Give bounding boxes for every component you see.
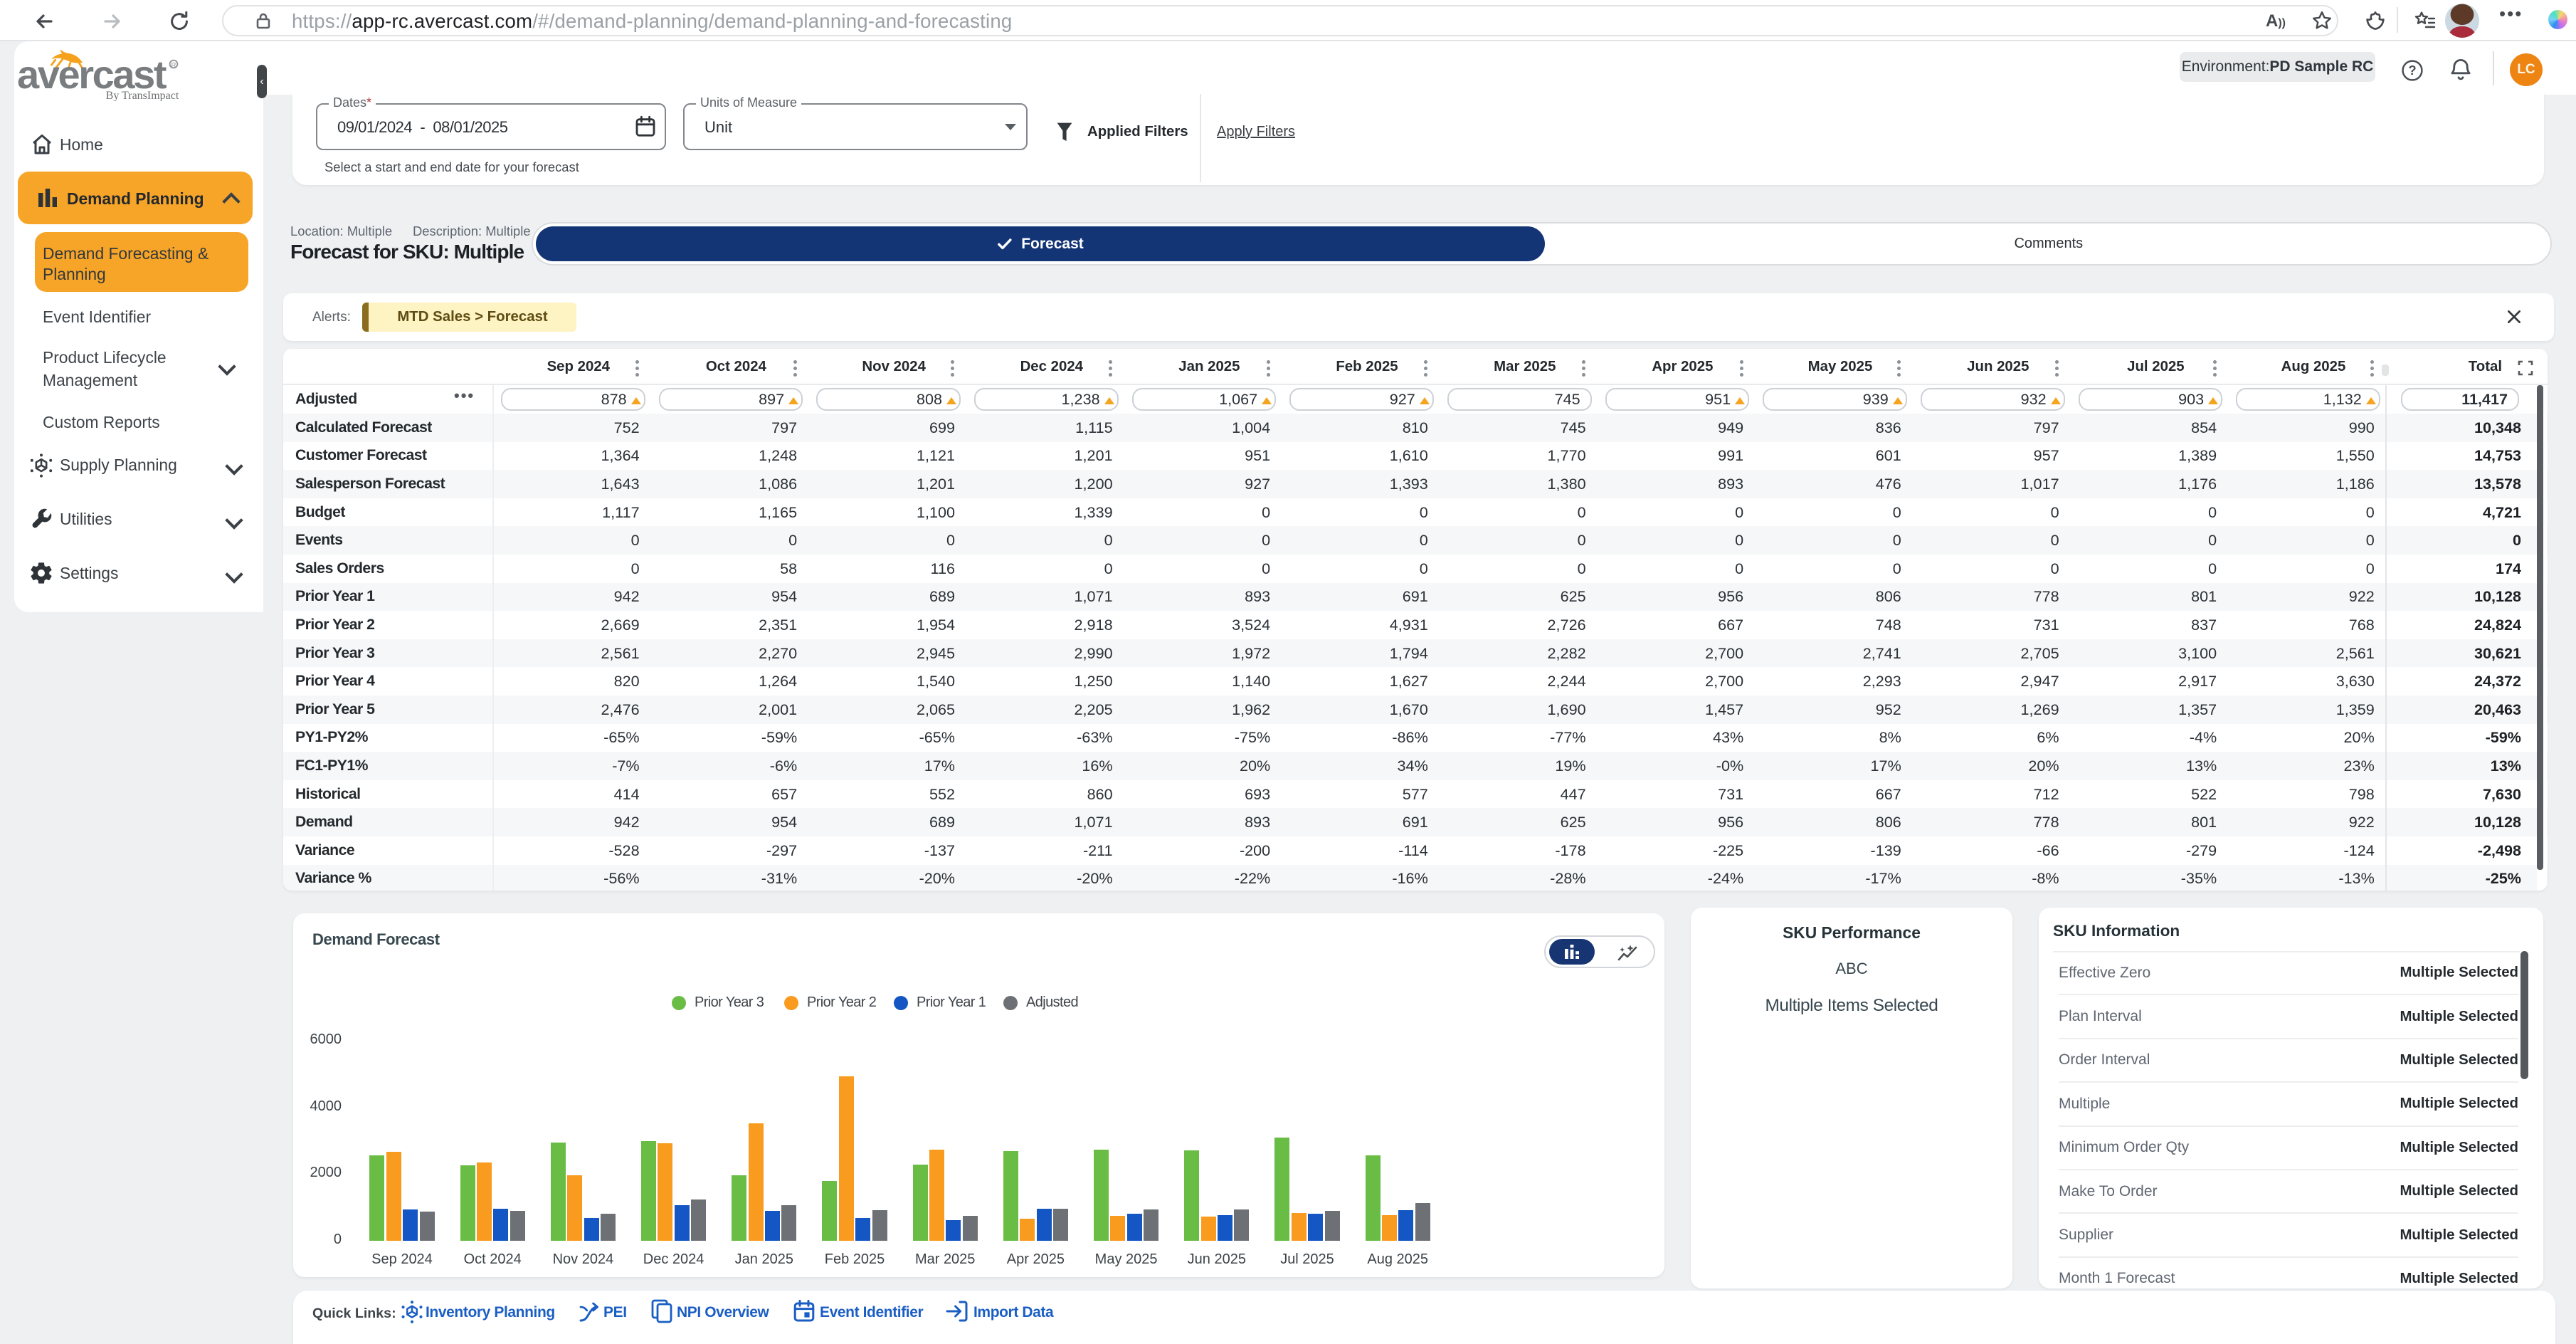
svg-text:avercast: avercast [17,52,167,97]
svg-text:R: R [171,61,176,69]
svg-text:?: ? [2408,63,2416,78]
svg-text:By TransImpact: By TransImpact [106,90,179,101]
